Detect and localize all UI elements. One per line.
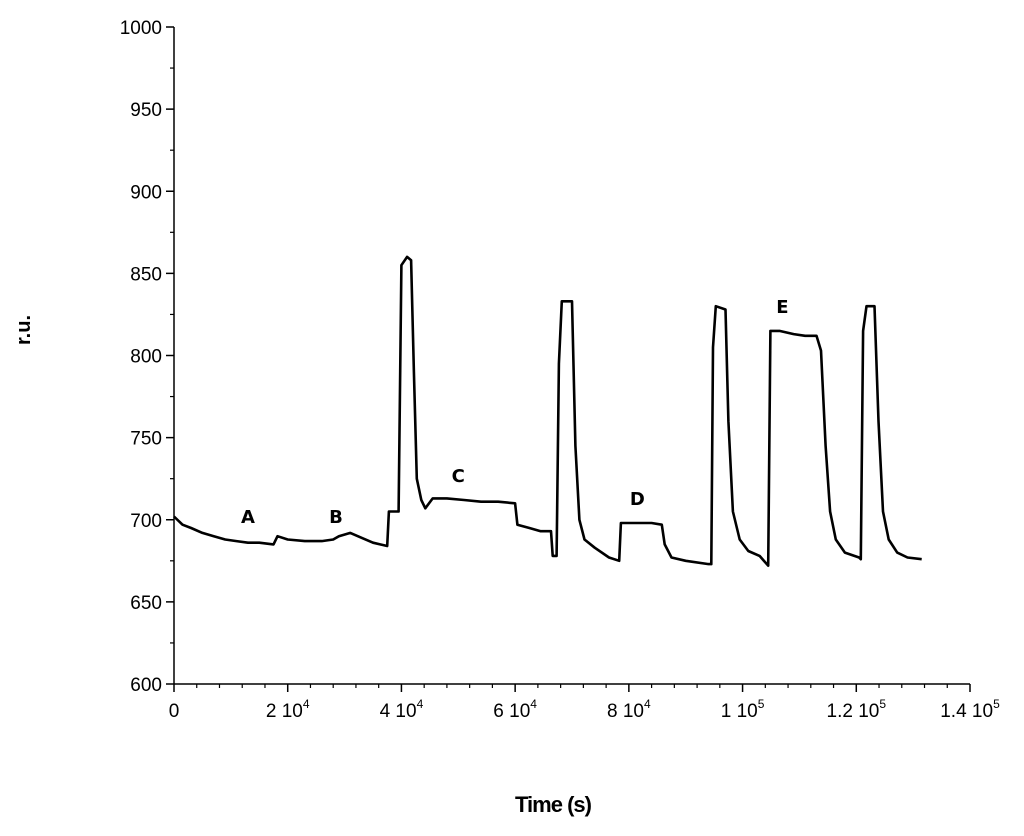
y-tick-label: 1000 xyxy=(120,18,162,39)
series-line-0 xyxy=(173,255,922,567)
y-tick-label: 850 xyxy=(130,264,162,285)
x-tick-label: 1.4 105 xyxy=(940,697,1000,722)
y-tick-label: 600 xyxy=(130,675,162,696)
y-tick-label: 800 xyxy=(130,347,162,368)
annotation-a: A xyxy=(241,507,255,528)
x-tick-label: 2 104 xyxy=(266,697,310,722)
y-axis: 600 650 700 750 800 850 900 950 1000 xyxy=(120,18,175,696)
x-tick-label: 4 104 xyxy=(380,697,424,722)
y-tick-label: 700 xyxy=(130,511,162,532)
annotations: A B C D E xyxy=(241,297,789,528)
annotation-c: C xyxy=(452,466,465,487)
x-tick-label: 6 104 xyxy=(493,697,537,722)
x-tick-label: 8 104 xyxy=(607,697,651,722)
y-axis-label: r.u. xyxy=(13,315,35,345)
x-tick-label: 1 105 xyxy=(721,697,765,722)
plot-area xyxy=(173,255,922,567)
annotation-e: E xyxy=(776,297,788,318)
annotation-d: D xyxy=(630,489,645,510)
y-tick-label: 950 xyxy=(130,100,162,121)
x-axis-label: Time (s) xyxy=(515,792,592,817)
y-tick-label: 650 xyxy=(130,593,162,614)
y-tick-label: 750 xyxy=(130,429,162,450)
y-tick-label: 900 xyxy=(130,182,162,203)
x-tick-label: 0 xyxy=(169,701,180,722)
annotation-b: B xyxy=(329,507,343,528)
x-tick-label: 1.2 105 xyxy=(827,697,887,722)
x-axis: 0 2 104 4 104 6 104 8 104 1 105 1.2 105 1.4 105 xyxy=(169,683,1000,722)
